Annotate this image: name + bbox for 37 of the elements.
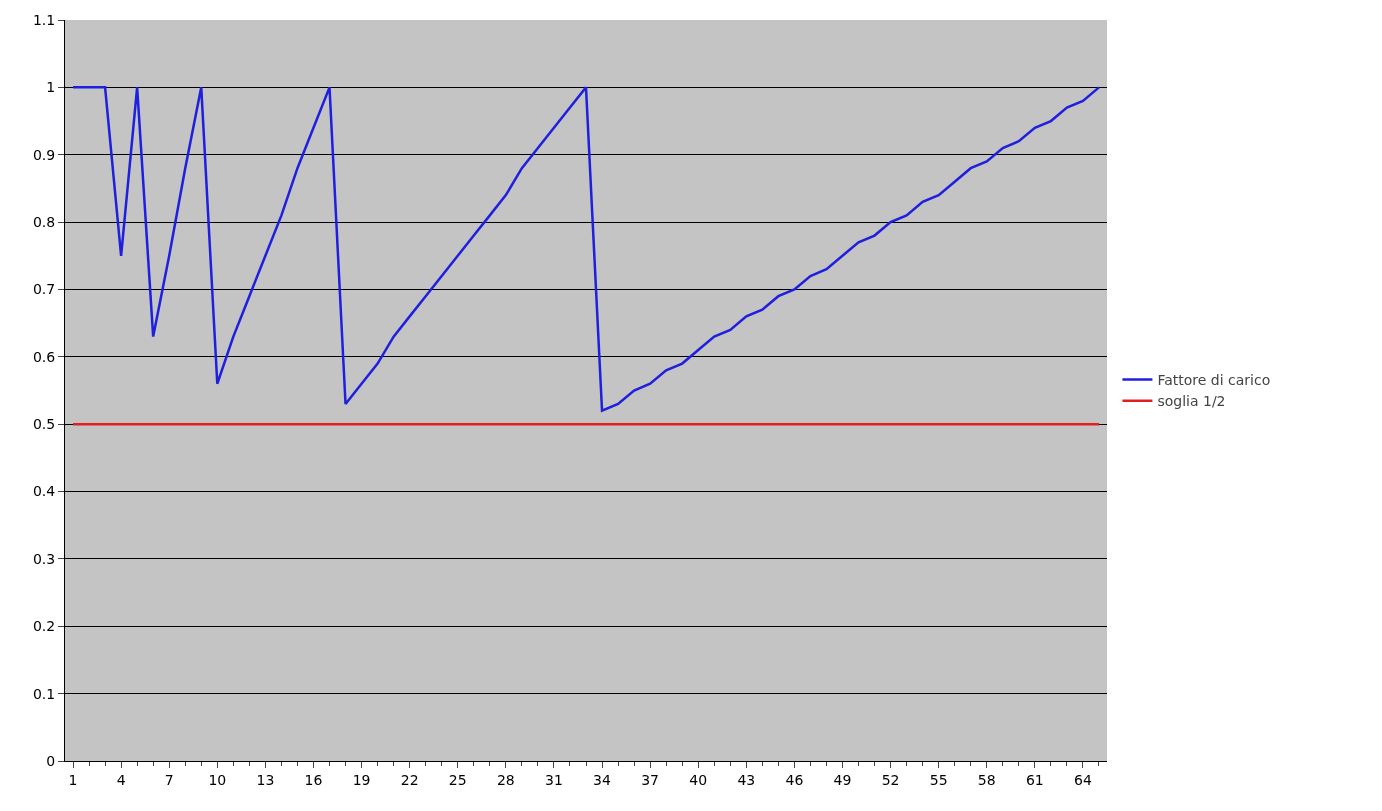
- x-tick-label: 10: [208, 771, 227, 788]
- legend-label: Fattore di carico: [1157, 372, 1271, 389]
- x-tick-label: 4: [116, 771, 126, 788]
- y-tick-label: 0.9: [32, 146, 56, 163]
- y-tick-label: 1: [46, 79, 56, 96]
- x-tick-label: 25: [448, 771, 467, 788]
- x-tick-label: 1: [68, 771, 78, 788]
- x-tick-label: 52: [881, 771, 900, 788]
- y-tick-label: 0.7: [32, 281, 56, 298]
- x-tick-label: 19: [352, 771, 371, 788]
- x-tick-label: 40: [689, 771, 708, 788]
- y-tick-label: 0.8: [32, 213, 56, 230]
- y-tick-label: 0.4: [32, 483, 56, 500]
- x-tick-label: 34: [593, 771, 612, 788]
- legend-label: soglia 1/2: [1157, 393, 1226, 410]
- x-tick-label: 58: [977, 771, 996, 788]
- y-tick-label: 0.2: [32, 618, 56, 635]
- x-tick-label: 16: [304, 771, 323, 788]
- x-tick-label: 37: [641, 771, 660, 788]
- line-series: [71, 86, 1101, 412]
- y-tick-label: 0.6: [32, 348, 56, 365]
- y-tick-label: 0.1: [32, 685, 56, 702]
- y-tick-label: 0.3: [32, 550, 56, 567]
- x-tick-label: 49: [833, 771, 852, 788]
- x-tick-label: 31: [545, 771, 563, 788]
- x-tick-label: 61: [1025, 771, 1044, 788]
- y-tick-label: 0.5: [32, 416, 56, 433]
- x-tick-label: 55: [929, 771, 948, 788]
- x-tick-label: 13: [256, 771, 275, 788]
- y-tick-label: 0: [46, 752, 56, 769]
- y-tick-label: 1.1: [32, 11, 56, 28]
- x-tick-label: 7: [164, 771, 174, 788]
- x-tick-label: 64: [1074, 771, 1092, 788]
- x-tick-label: 43: [737, 771, 756, 788]
- x-tick-label: 28: [496, 771, 515, 788]
- x-tick-label: 22: [400, 771, 419, 788]
- x-tick-label: 46: [785, 771, 804, 788]
